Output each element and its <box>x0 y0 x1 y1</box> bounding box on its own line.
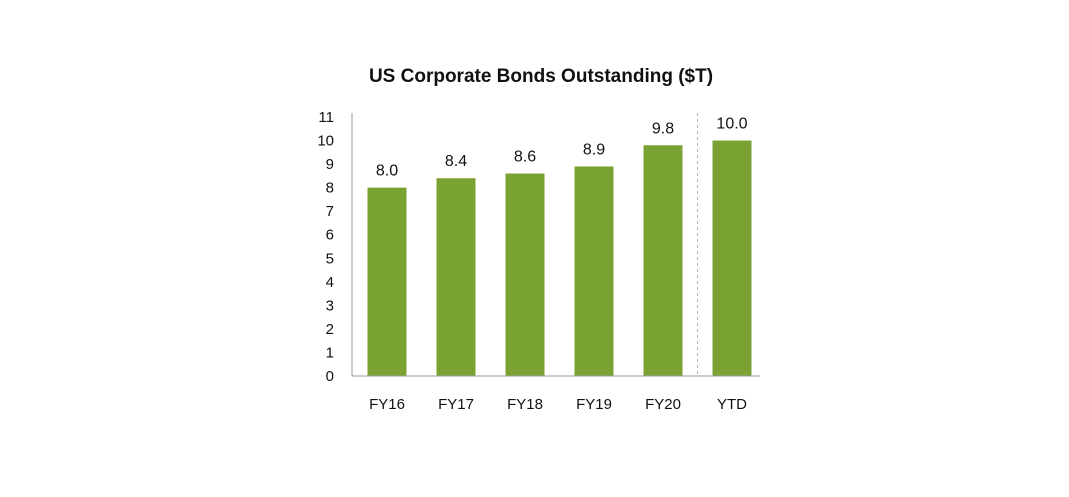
y-tick-label: 11 <box>318 109 334 126</box>
bar-fy20 <box>643 145 683 376</box>
bar-ytd <box>712 140 752 376</box>
bars <box>367 140 752 376</box>
data-labels: 8.0 8.4 8.6 8.9 9.8 10.0 <box>376 116 748 180</box>
data-label: 8.9 <box>583 141 605 158</box>
data-label: 9.8 <box>652 120 674 137</box>
y-tick-label: 8 <box>326 180 334 197</box>
y-tick-label: 5 <box>326 250 334 267</box>
x-category-label: FY20 <box>645 396 681 413</box>
y-tick-label: 6 <box>326 227 334 244</box>
data-label: 8.4 <box>445 153 467 170</box>
data-label: 10.0 <box>716 116 747 133</box>
x-category-label: FY19 <box>576 396 612 413</box>
y-axis-ticks: 0 1 2 3 4 5 6 7 8 9 10 11 <box>317 109 334 385</box>
y-tick-label: 2 <box>326 321 334 338</box>
y-tick-label: 7 <box>326 203 334 220</box>
x-category-label: FY17 <box>438 396 474 413</box>
x-category-label: FY16 <box>369 396 405 413</box>
bar-fy17 <box>436 178 476 376</box>
bar-fy16 <box>367 187 407 376</box>
bar-fy19 <box>574 166 614 376</box>
bar-fy18 <box>505 173 545 376</box>
data-label: 8.0 <box>376 163 398 180</box>
y-tick-label: 0 <box>326 368 334 385</box>
x-category-label: FY18 <box>507 396 543 413</box>
x-axis-labels: FY16 FY17 FY18 FY19 FY20 YTD <box>369 396 747 413</box>
x-category-label: YTD <box>717 396 747 413</box>
chart-title: US Corporate Bonds Outstanding ($T) <box>369 66 713 87</box>
y-tick-label: 9 <box>326 156 334 173</box>
y-tick-label: 4 <box>326 274 334 291</box>
y-tick-label: 10 <box>317 133 334 150</box>
y-tick-label: 1 <box>326 344 334 361</box>
y-tick-label: 3 <box>326 297 334 314</box>
data-label: 8.6 <box>514 149 536 166</box>
